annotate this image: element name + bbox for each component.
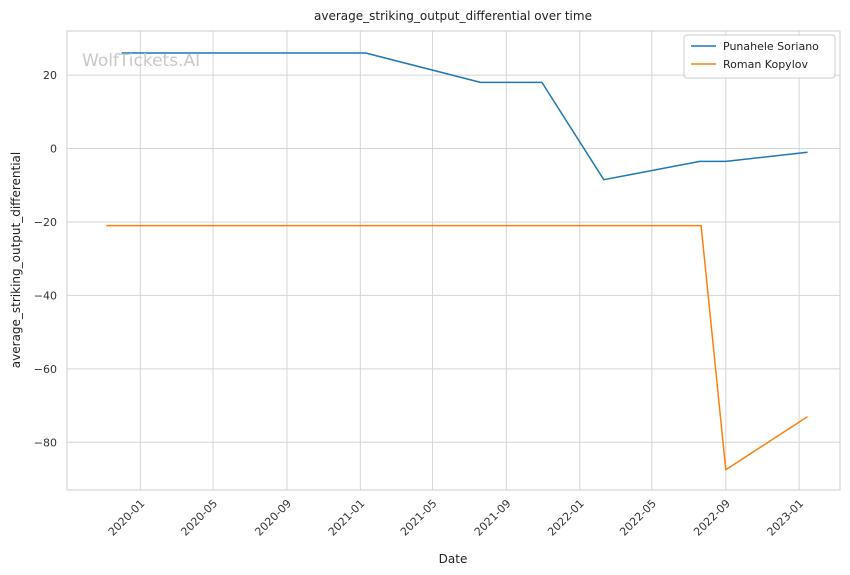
y-tick-label: −60: [34, 363, 57, 376]
legend-box: [683, 34, 836, 79]
series-line-punahele-soriano: [121, 52, 808, 181]
y-tick-label: 0: [50, 143, 57, 156]
legend-label-punahele-soriano: Punahele Soriano: [723, 40, 819, 53]
legend-label-roman-kopylov: Roman Kopylov: [723, 58, 808, 71]
series-layer: [106, 52, 808, 471]
legend: Punahele Soriano Roman Kopylov: [683, 34, 836, 79]
y-axis-label: average_striking_output_differential: [9, 152, 23, 368]
y-tick-label: −80: [34, 436, 57, 449]
grid: [67, 31, 840, 490]
series-line-roman-kopylov: [106, 224, 808, 471]
y-tick-labels: 20 0 −20 −40 −60 −80: [34, 69, 57, 449]
y-tick-label: −40: [34, 289, 57, 302]
chart-title: average_striking_output_differential ove…: [314, 9, 592, 23]
plot-area: [66, 30, 841, 491]
x-axis-label: Date: [439, 552, 468, 566]
y-tick-label: −20: [34, 216, 57, 229]
watermark: WolfTickets.AI: [82, 51, 200, 71]
y-tick-label: 20: [43, 69, 57, 82]
